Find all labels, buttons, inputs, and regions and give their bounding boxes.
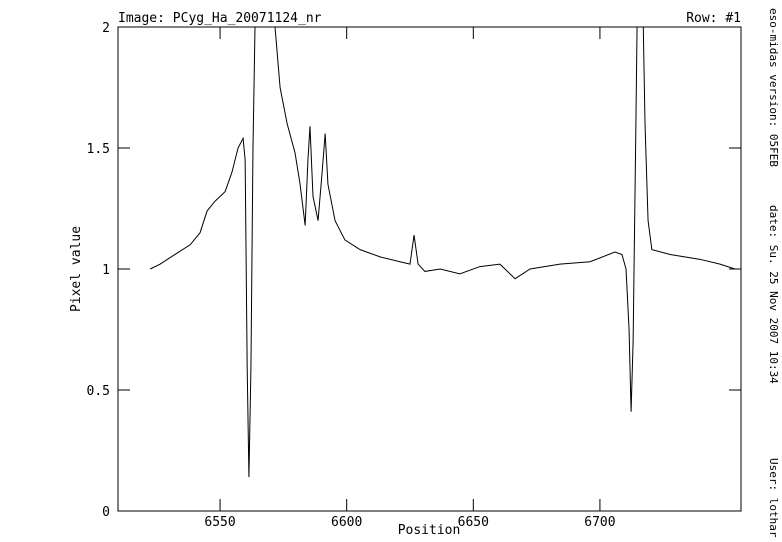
side-text: date: Su. 25 Nov 2007 10:34 xyxy=(767,205,780,384)
x-tick-label: 6600 xyxy=(331,515,362,530)
x-tick-label: 6650 xyxy=(458,515,489,530)
y-tick-label: 0 xyxy=(102,505,110,520)
chart-title: Image: PCyg_Ha_20071124_nr xyxy=(118,11,322,26)
y-tick-label: 1 xyxy=(102,263,110,278)
line-series xyxy=(149,27,736,478)
x-tick-label: 6550 xyxy=(204,515,235,530)
y-tick-label: 1.5 xyxy=(87,142,110,157)
plot-frame xyxy=(117,26,742,512)
side-text: User: lothar xyxy=(767,458,780,538)
row-label: Row: #1 xyxy=(686,11,741,26)
plot-area xyxy=(149,27,736,478)
y-axis-label: Pixel value xyxy=(69,226,84,312)
y-tick-label: 2 xyxy=(102,21,110,36)
y-tick-label: 0.5 xyxy=(87,384,110,399)
x-tick-label: 6700 xyxy=(584,515,615,530)
x-axis-label: Position xyxy=(398,523,461,538)
side-text: eso-midas version: 05FEB xyxy=(767,8,780,167)
